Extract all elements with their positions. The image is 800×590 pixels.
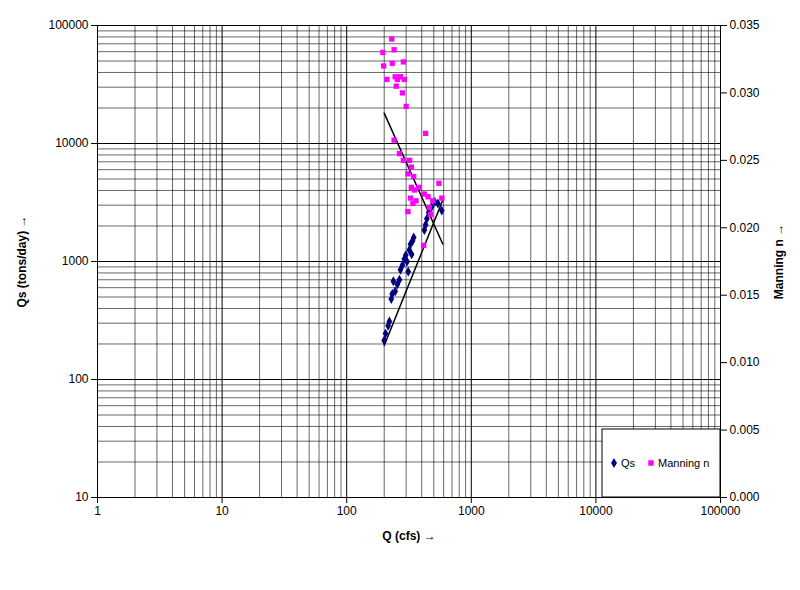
svg-text:100: 100 <box>68 372 88 386</box>
svg-text:10: 10 <box>75 490 89 504</box>
svg-text:100000: 100000 <box>48 18 88 32</box>
svg-text:0.015: 0.015 <box>730 288 760 302</box>
svg-text:Qs (tons/day) →: Qs (tons/day) → <box>15 215 29 307</box>
svg-text:0.000: 0.000 <box>730 490 760 504</box>
svg-text:1000: 1000 <box>458 504 485 518</box>
svg-text:Manning n: Manning n <box>658 457 709 469</box>
svg-text:1000: 1000 <box>62 254 89 268</box>
svg-text:10000: 10000 <box>579 504 613 518</box>
svg-text:0.025: 0.025 <box>730 153 760 167</box>
svg-text:100000: 100000 <box>700 504 740 518</box>
svg-text:0.010: 0.010 <box>730 355 760 369</box>
svg-text:10000: 10000 <box>55 136 89 150</box>
svg-text:0.035: 0.035 <box>730 18 760 32</box>
svg-text:1: 1 <box>94 504 101 518</box>
svg-text:0.005: 0.005 <box>730 423 760 437</box>
svg-text:0.030: 0.030 <box>730 86 760 100</box>
svg-text:10: 10 <box>215 504 229 518</box>
svg-text:Q (cfs) →: Q (cfs) → <box>382 529 435 543</box>
svg-text:Qs: Qs <box>621 457 636 469</box>
svg-text:0.020: 0.020 <box>730 221 760 235</box>
svg-text:Manning n →: Manning n → <box>772 224 786 299</box>
svg-text:100: 100 <box>337 504 357 518</box>
